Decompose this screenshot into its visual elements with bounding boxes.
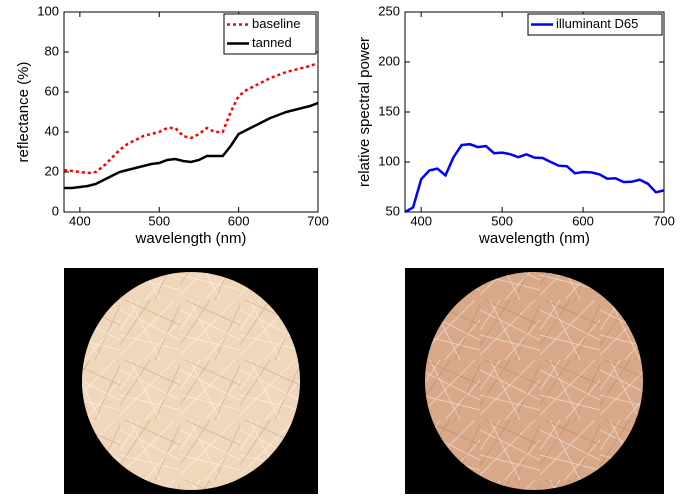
y-tick-label: 0: [52, 203, 59, 218]
x-tick-label: 700: [307, 213, 329, 228]
legend-label: baseline: [252, 16, 300, 31]
series-line: [63, 61, 319, 175]
x-tick-label: 600: [228, 213, 250, 228]
skin-image-tanned: [405, 268, 664, 494]
y-tick-label: 150: [378, 103, 400, 118]
series-line: [64, 101, 319, 190]
y-tick-label: 40: [45, 123, 59, 138]
y-tick-label: 100: [37, 3, 59, 18]
x-tick-label: 500: [148, 213, 170, 228]
legend-box: [527, 13, 663, 36]
x-tick-label: 500: [491, 213, 513, 228]
x-tick-label: 400: [69, 213, 91, 228]
y-tick-label: 80: [45, 43, 59, 58]
skin-image-baseline: [64, 268, 318, 494]
y-tick-label: 50: [386, 203, 400, 218]
axes-box: [63, 11, 319, 213]
legend-box: [223, 13, 317, 55]
x-tick-label: 600: [572, 213, 594, 228]
y-tick-label: 100: [378, 153, 400, 168]
y-axis-label: reflectance (%): [15, 62, 32, 163]
legend-label: tanned: [252, 35, 292, 50]
legend-label: illuminant D65: [556, 16, 638, 31]
x-axis-label: wavelength (nm): [135, 230, 247, 247]
x-tick-label: 400: [410, 213, 432, 228]
y-tick-label: 200: [378, 53, 400, 68]
y-axis-label: relative spectral power: [356, 37, 373, 187]
y-tick-label: 250: [378, 3, 400, 18]
x-axis-label: wavelength (nm): [478, 230, 590, 247]
y-tick-label: 20: [45, 163, 59, 178]
series-line: [404, 142, 665, 214]
x-tick-label: 700: [653, 213, 675, 228]
y-tick-label: 60: [45, 83, 59, 98]
